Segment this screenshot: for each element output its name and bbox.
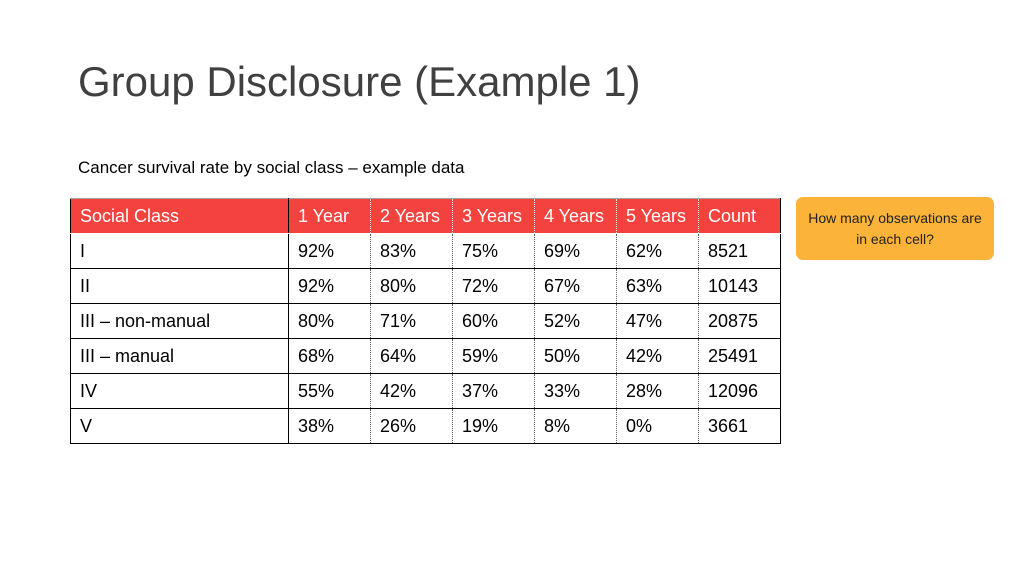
cell-1-year: 38% xyxy=(288,408,371,444)
header-4-years: 4 Years xyxy=(534,198,617,234)
header-3-years: 3 Years xyxy=(452,198,535,234)
cell-5-years: 42% xyxy=(616,338,699,374)
cell-2-years: 83% xyxy=(370,233,453,269)
cell-count: 20875 xyxy=(698,303,781,339)
cell-4-years: 67% xyxy=(534,268,617,304)
header-5-years: 5 Years xyxy=(616,198,699,234)
cell-5-years: 62% xyxy=(616,233,699,269)
callout-note: How many observations are in each cell? xyxy=(796,197,994,260)
callout-note-text: How many observations are in each cell? xyxy=(808,209,982,247)
cell-count: 8521 xyxy=(698,233,781,269)
cell-3-years: 75% xyxy=(452,233,535,269)
cell-social-class: V xyxy=(70,408,289,444)
cell-5-years: 63% xyxy=(616,268,699,304)
cell-2-years: 80% xyxy=(370,268,453,304)
cell-3-years: 72% xyxy=(452,268,535,304)
cell-3-years: 19% xyxy=(452,408,535,444)
cell-1-year: 92% xyxy=(288,268,371,304)
table-row: IV 55% 42% 37% 33% 28% 12096 xyxy=(70,373,781,409)
cell-5-years: 28% xyxy=(616,373,699,409)
table-row: V 38% 26% 19% 8% 0% 3661 xyxy=(70,408,781,444)
slide-title: Group Disclosure (Example 1) xyxy=(78,58,641,105)
cell-social-class: IV xyxy=(70,373,289,409)
cell-4-years: 69% xyxy=(534,233,617,269)
cell-3-years: 37% xyxy=(452,373,535,409)
table-row: III – manual 68% 64% 59% 50% 42% 25491 xyxy=(70,338,781,374)
cell-social-class: I xyxy=(70,233,289,269)
cell-4-years: 52% xyxy=(534,303,617,339)
cell-social-class: II xyxy=(70,268,289,304)
cell-count: 3661 xyxy=(698,408,781,444)
table-header-row: Social Class 1 Year 2 Years 3 Years 4 Ye… xyxy=(70,198,781,234)
cell-4-years: 33% xyxy=(534,373,617,409)
cell-2-years: 26% xyxy=(370,408,453,444)
table-caption: Cancer survival rate by social class – e… xyxy=(78,158,465,177)
header-1-year: 1 Year xyxy=(288,198,371,234)
cell-5-years: 0% xyxy=(616,408,699,444)
cell-5-years: 47% xyxy=(616,303,699,339)
cell-1-year: 68% xyxy=(288,338,371,374)
cell-4-years: 8% xyxy=(534,408,617,444)
cell-1-year: 92% xyxy=(288,233,371,269)
cell-social-class: III – non-manual xyxy=(70,303,289,339)
header-social-class: Social Class xyxy=(70,198,289,234)
cell-2-years: 71% xyxy=(370,303,453,339)
cell-count: 25491 xyxy=(698,338,781,374)
table-row: II 92% 80% 72% 67% 63% 10143 xyxy=(70,268,781,304)
cell-1-year: 55% xyxy=(288,373,371,409)
header-2-years: 2 Years xyxy=(370,198,453,234)
cell-count: 12096 xyxy=(698,373,781,409)
cell-1-year: 80% xyxy=(288,303,371,339)
table-row: III – non-manual 80% 71% 60% 52% 47% 208… xyxy=(70,303,781,339)
cell-count: 10143 xyxy=(698,268,781,304)
table-row: I 92% 83% 75% 69% 62% 8521 xyxy=(70,233,781,269)
cell-social-class: III – manual xyxy=(70,338,289,374)
cell-3-years: 60% xyxy=(452,303,535,339)
cell-3-years: 59% xyxy=(452,338,535,374)
cell-4-years: 50% xyxy=(534,338,617,374)
cell-2-years: 42% xyxy=(370,373,453,409)
header-count: Count xyxy=(698,198,781,234)
survival-table: Social Class 1 Year 2 Years 3 Years 4 Ye… xyxy=(70,198,781,444)
cell-2-years: 64% xyxy=(370,338,453,374)
